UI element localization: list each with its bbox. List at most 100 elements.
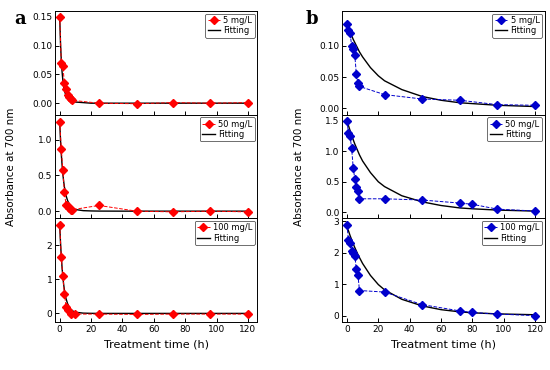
Fitting [375, 282, 382, 287]
50 mg/L [66, 205, 73, 210]
50 mg/L [58, 147, 64, 151]
100 mg/L [346, 241, 353, 246]
Line: 5 mg/L: 5 mg/L [344, 21, 538, 108]
Fitting [182, 209, 189, 213]
5 mg/L [353, 72, 360, 76]
Fitting [359, 261, 366, 266]
Fitting [532, 209, 538, 213]
Fitting [96, 209, 102, 213]
Legend: 100 mg/L, Fitting: 100 mg/L, Fitting [195, 221, 255, 245]
Line: Fitting: Fitting [347, 121, 535, 211]
100 mg/L [351, 254, 358, 258]
Fitting [456, 310, 463, 314]
Fitting [88, 311, 95, 316]
Fitting [356, 50, 363, 54]
50 mg/L [351, 176, 358, 181]
Fitting [381, 78, 388, 83]
Fitting [57, 138, 64, 142]
Fitting [57, 41, 64, 45]
5 mg/L [207, 101, 213, 105]
Fitting [61, 88, 68, 93]
5 mg/L [59, 64, 66, 68]
Fitting [494, 312, 501, 316]
Fitting [59, 265, 65, 270]
Fitting [438, 307, 444, 312]
Fitting [367, 170, 374, 175]
5 mg/L [245, 100, 251, 105]
5 mg/L [133, 101, 140, 106]
100 mg/L [532, 313, 538, 318]
Fitting [351, 245, 358, 250]
50 mg/L [133, 209, 140, 213]
50 mg/L [381, 196, 388, 201]
Fitting [59, 275, 66, 279]
5 mg/L [63, 87, 69, 91]
Fitting [58, 152, 64, 156]
Fitting [367, 273, 374, 278]
Fitting [367, 65, 374, 70]
Fitting [494, 208, 501, 212]
Fitting [350, 242, 356, 246]
Fitting [356, 153, 363, 157]
Fitting [456, 101, 463, 105]
100 mg/L [59, 274, 66, 278]
50 mg/L [355, 189, 361, 193]
Fitting [68, 204, 74, 209]
Fitting [151, 101, 157, 105]
50 mg/L [532, 209, 538, 213]
Text: b: b [306, 10, 318, 28]
50 mg/L [350, 165, 356, 170]
50 mg/L [456, 201, 463, 205]
50 mg/L [356, 196, 363, 201]
5 mg/L [419, 97, 426, 101]
Fitting [532, 104, 538, 109]
Fitting [375, 74, 382, 78]
Legend: 5 mg/L, Fitting: 5 mg/L, Fitting [492, 14, 542, 38]
Fitting [63, 296, 69, 301]
Fitting [353, 145, 360, 150]
5 mg/L [66, 95, 73, 100]
Line: Fitting: Fitting [60, 122, 248, 211]
100 mg/L [353, 266, 360, 271]
5 mg/L [348, 43, 355, 48]
Fitting [57, 223, 63, 227]
Fitting [151, 209, 157, 213]
50 mg/L [96, 203, 102, 208]
Fitting [66, 305, 73, 309]
Fitting [182, 311, 189, 316]
Fitting [213, 311, 220, 316]
Fitting [245, 101, 251, 105]
50 mg/L [169, 210, 176, 214]
Fitting [532, 313, 538, 317]
Fitting [64, 198, 71, 203]
Legend: 50 mg/L, Fitting: 50 mg/L, Fitting [200, 117, 255, 141]
Fitting [419, 304, 426, 308]
100 mg/L [64, 308, 71, 312]
Fitting [345, 124, 352, 128]
Fitting [344, 225, 350, 230]
100 mg/L [72, 312, 79, 316]
Fitting [72, 310, 79, 314]
Fitting [57, 120, 63, 124]
Text: Absorbance at 700 nm: Absorbance at 700 nm [6, 107, 15, 226]
Fitting [419, 200, 426, 204]
50 mg/L [345, 131, 352, 135]
5 mg/L [355, 81, 361, 85]
5 mg/L [69, 98, 75, 102]
Fitting [59, 69, 65, 74]
100 mg/L [345, 238, 352, 242]
Fitting [438, 203, 444, 208]
5 mg/L [381, 92, 388, 97]
Fitting [58, 58, 64, 62]
5 mg/L [96, 101, 102, 105]
Fitting [182, 101, 189, 105]
Fitting [469, 310, 476, 315]
Fitting [399, 297, 405, 302]
Fitting [80, 311, 86, 315]
X-axis label: Treatment time (h): Treatment time (h) [391, 339, 496, 349]
Fitting [72, 207, 79, 212]
Fitting [69, 206, 75, 210]
50 mg/L [346, 134, 353, 138]
5 mg/L [532, 103, 538, 108]
50 mg/L [207, 209, 213, 213]
